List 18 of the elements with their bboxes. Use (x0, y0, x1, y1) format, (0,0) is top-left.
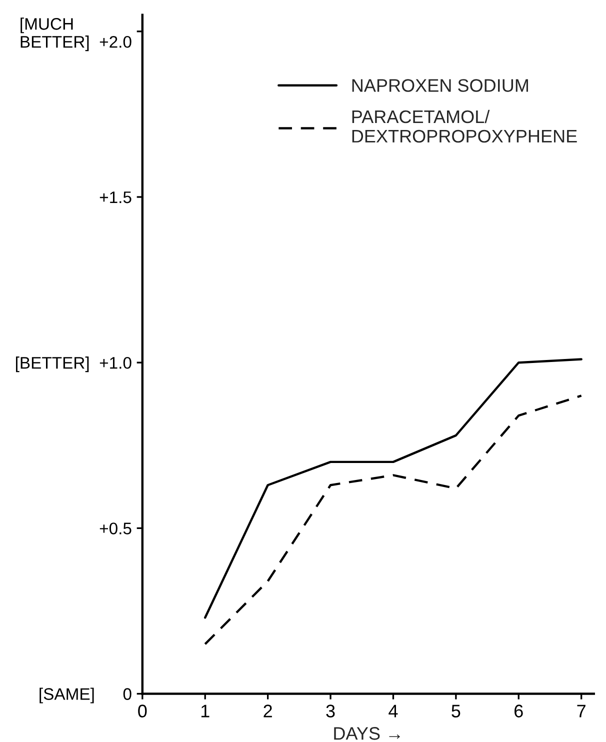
y-tick-label: [BETTER] +1.0 (16, 356, 132, 372)
y-tick-label: [MUCH BETTER] +2.0 (20, 18, 132, 52)
y-tick-label: [SAME] 0 (40, 688, 132, 704)
legend-label: PARACETAMOL/ DEXTROPROPOXYPHENE (352, 110, 577, 143)
x-tick-label: 4 (388, 704, 398, 718)
x-tick-label: 2 (264, 704, 272, 718)
y-tick-label: +1.5 (100, 192, 132, 204)
line-series (204, 394, 582, 646)
x-tick-label: 1 (201, 704, 210, 718)
x-tick-label: 7 (577, 704, 586, 718)
x-tick-label: 6 (514, 704, 523, 718)
x-tick-label: 3 (326, 704, 335, 718)
y-tick-label: +0.5 (100, 522, 132, 534)
x-tick-label: 5 (452, 704, 460, 718)
legend-label: NAPROXEN SODIUM (352, 79, 528, 92)
x-tick-label: 0 (138, 704, 147, 718)
line-series (204, 358, 582, 619)
x-axis-title: DAYS → (334, 727, 400, 740)
